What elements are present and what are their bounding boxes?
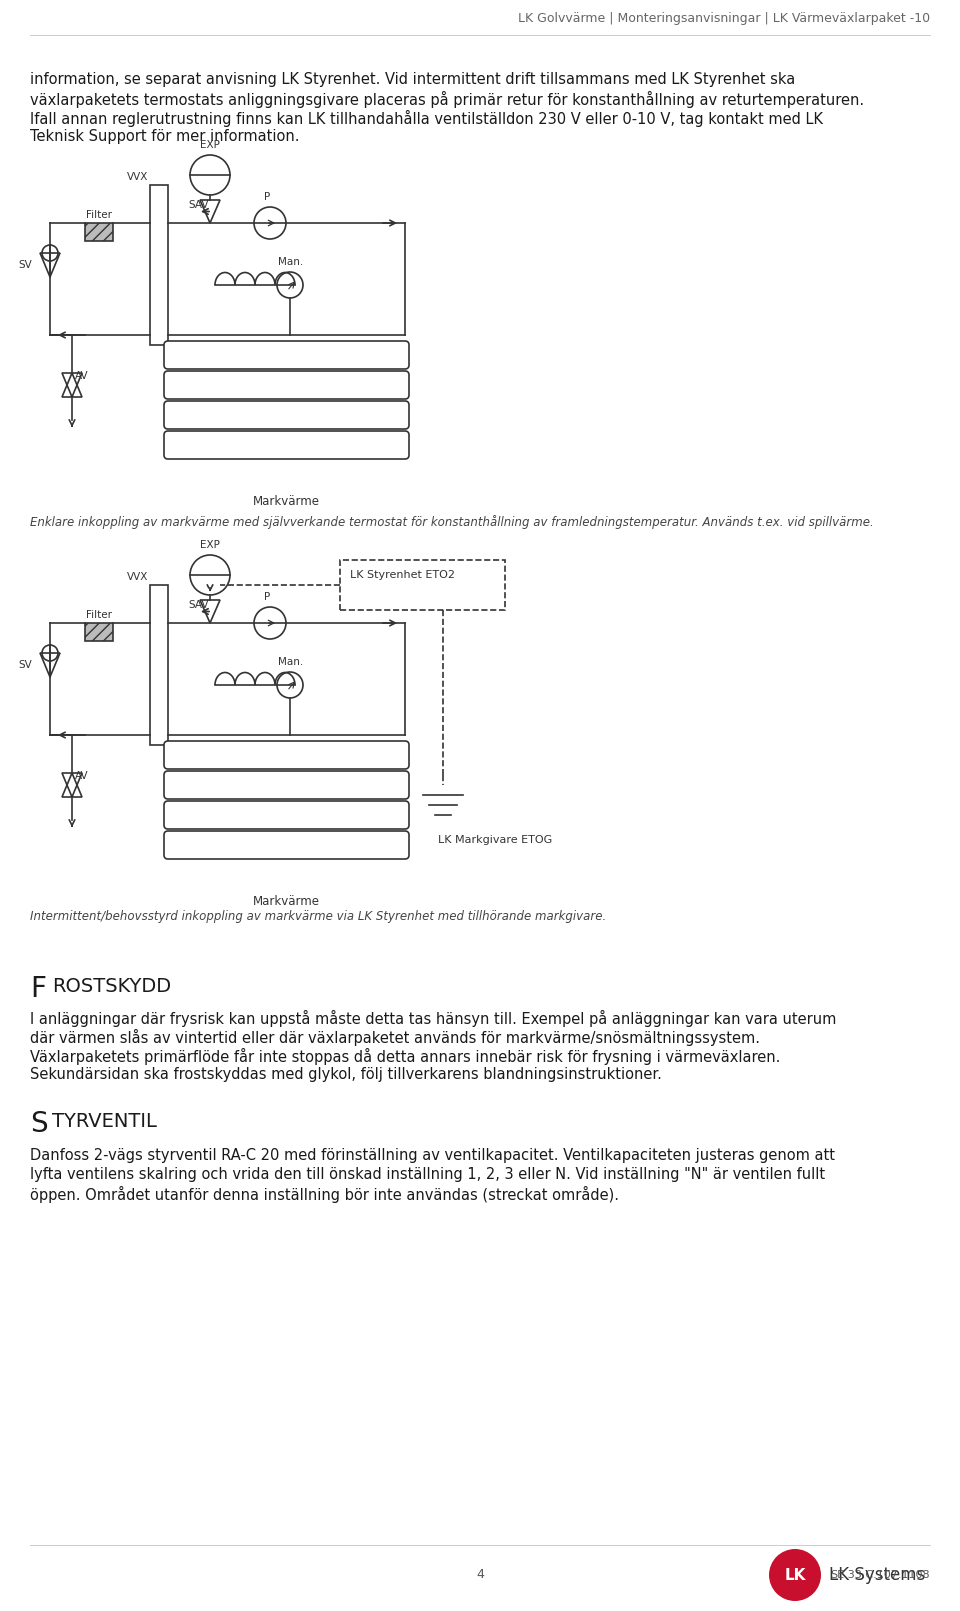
Text: LK Systems: LK Systems — [829, 1566, 925, 1584]
Text: Markvärme: Markvärme — [253, 896, 320, 909]
Text: Filter: Filter — [86, 209, 112, 221]
Text: Ifall annan reglerutrustning finns kan LK tillhandahålla ventilställdon 230 V el: Ifall annan reglerutrustning finns kan L… — [30, 110, 823, 127]
Circle shape — [277, 272, 303, 298]
Text: EXP: EXP — [200, 140, 220, 150]
Text: där värmen slås av vintertid eller där växlarpaketet används för markvärme/snösm: där värmen slås av vintertid eller där v… — [30, 1029, 760, 1046]
FancyBboxPatch shape — [164, 342, 409, 369]
Text: SV: SV — [18, 661, 32, 670]
Text: EXP: EXP — [200, 540, 220, 549]
Circle shape — [769, 1550, 821, 1601]
Text: LK Golvvärme | Monteringsanvisningar | LK Värmeväxlarpaket -10: LK Golvvärme | Monteringsanvisningar | L… — [517, 11, 930, 26]
Text: SE.33.C.107.1108: SE.33.C.107.1108 — [830, 1571, 930, 1580]
Text: information, se separat anvisning LK Styrenhet. Vid intermittent drift tillsamma: information, se separat anvisning LK Sty… — [30, 72, 795, 87]
Text: LK: LK — [784, 1568, 805, 1582]
FancyBboxPatch shape — [164, 831, 409, 859]
Text: AV: AV — [75, 772, 88, 781]
Text: F: F — [30, 975, 46, 1004]
Circle shape — [277, 672, 303, 698]
Text: Teknisk Support för mer information.: Teknisk Support för mer information. — [30, 129, 300, 143]
Circle shape — [190, 556, 230, 594]
Bar — [150, 185, 168, 345]
Text: SAV: SAV — [188, 599, 208, 611]
Text: P: P — [264, 591, 271, 603]
Circle shape — [254, 607, 286, 640]
Text: 4: 4 — [476, 1569, 484, 1582]
Text: LK Styrenhet ETO2: LK Styrenhet ETO2 — [350, 570, 455, 580]
Circle shape — [254, 206, 286, 238]
Text: S: S — [30, 1110, 48, 1137]
Text: Enklare inkoppling av markvärme med självverkande termostat för konstanthållning: Enklare inkoppling av markvärme med själ… — [30, 516, 874, 528]
Text: Markvärme: Markvärme — [253, 495, 320, 507]
Text: Filter: Filter — [86, 611, 112, 620]
Text: Intermittent/behovsstyrd inkoppling av markvärme via LK Styrenhet med tillhörand: Intermittent/behovsstyrd inkoppling av m… — [30, 910, 607, 923]
Text: öppen. Området utanför denna inställning bör inte användas (streckat område).: öppen. Området utanför denna inställning… — [30, 1186, 619, 1203]
Bar — [150, 585, 168, 744]
Text: TYRVENTIL: TYRVENTIL — [52, 1112, 156, 1131]
Bar — [340, 561, 505, 611]
Text: SV: SV — [18, 259, 32, 271]
FancyBboxPatch shape — [164, 401, 409, 429]
Text: Växlarpaketets primärflöde får inte stoppas då detta annars innebär risk för fry: Växlarpaketets primärflöde får inte stop… — [30, 1049, 780, 1065]
FancyBboxPatch shape — [164, 801, 409, 830]
Text: Sekundärsidan ska frostskyddas med glykol, följ tillverkarens blandningsinstrukt: Sekundärsidan ska frostskyddas med glyko… — [30, 1066, 661, 1083]
Text: växlarpaketets termostats anliggningsgivare placeras på primär retur för konstan: växlarpaketets termostats anliggningsgiv… — [30, 90, 864, 108]
Text: Danfoss 2-vägs styrventil RA-C 20 med förinställning av ventilkapacitet. Ventilk: Danfoss 2-vägs styrventil RA-C 20 med fö… — [30, 1149, 835, 1163]
Bar — [85, 623, 113, 641]
Text: Man.: Man. — [278, 657, 303, 667]
Text: P: P — [264, 192, 271, 201]
Bar — [85, 222, 113, 242]
Text: ROSTSKYDD: ROSTSKYDD — [52, 976, 171, 996]
FancyBboxPatch shape — [164, 432, 409, 459]
Text: VVX: VVX — [127, 572, 148, 582]
Text: VVX: VVX — [127, 172, 148, 182]
FancyBboxPatch shape — [164, 772, 409, 799]
Text: lyfta ventilens skalring och vrida den till önskad inställning 1, 2, 3 eller N. : lyfta ventilens skalring och vrida den t… — [30, 1166, 826, 1182]
Text: Man.: Man. — [278, 258, 303, 267]
Text: AV: AV — [75, 371, 88, 380]
FancyBboxPatch shape — [164, 741, 409, 768]
Text: SAV: SAV — [188, 200, 208, 209]
FancyBboxPatch shape — [164, 371, 409, 400]
Text: I anläggningar där frysrisk kan uppstå måste detta tas hänsyn till. Exempel på a: I anläggningar där frysrisk kan uppstå m… — [30, 1010, 836, 1028]
Text: LK Markgivare ETOG: LK Markgivare ETOG — [438, 834, 552, 846]
Circle shape — [190, 155, 230, 195]
